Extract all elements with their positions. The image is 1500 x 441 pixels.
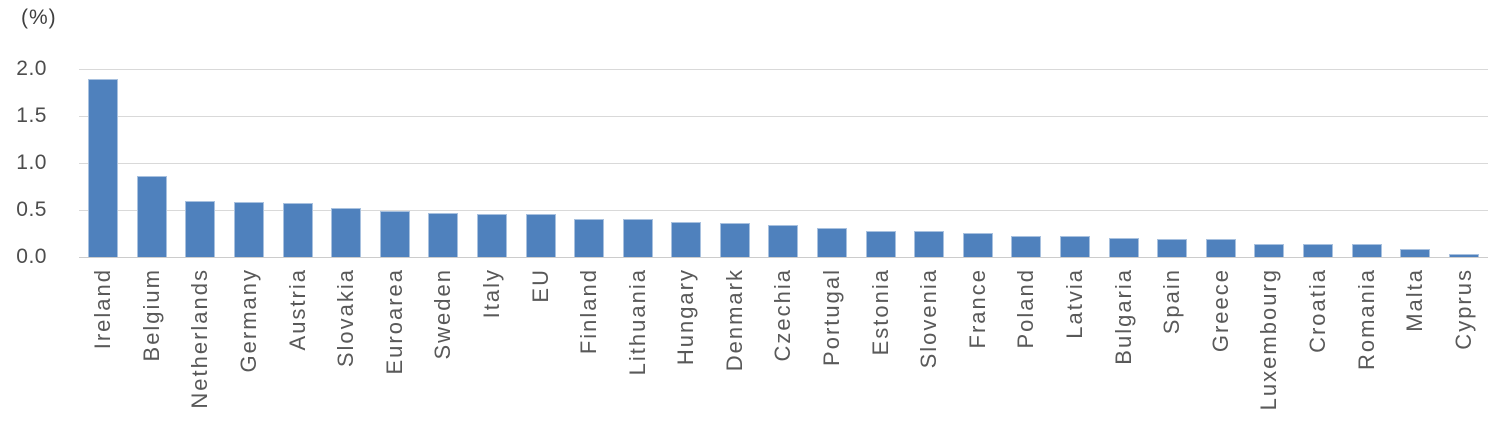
- bar-ireland: [88, 79, 118, 257]
- bar-spain: [1157, 239, 1187, 257]
- bar-portugal: [817, 228, 847, 257]
- gridline-0.5: [79, 210, 1488, 211]
- x-label-germany: Germany: [236, 268, 261, 373]
- bar-croatia: [1303, 244, 1333, 257]
- bar-malta: [1400, 249, 1430, 257]
- gridline-2.0: [79, 69, 1488, 70]
- bar-eu: [526, 214, 556, 257]
- bar-czechia: [768, 225, 798, 257]
- x-label-bulgaria: Bulgaria: [1111, 268, 1136, 365]
- bar-romania: [1352, 244, 1382, 257]
- y-axis-unit-label: (%): [21, 6, 57, 29]
- x-label-slovenia: Slovenia: [916, 268, 941, 369]
- bar-euroarea: [380, 211, 410, 257]
- bar-latvia: [1060, 236, 1090, 257]
- x-label-croatia: Croatia: [1305, 268, 1330, 353]
- bar-austria: [283, 203, 313, 257]
- bar-netherlands: [185, 201, 215, 257]
- y-tick-label-2.0: 2.0: [16, 57, 47, 80]
- bar-slovenia: [914, 231, 944, 257]
- x-label-belgium: Belgium: [139, 268, 164, 362]
- x-label-france: France: [965, 268, 990, 349]
- x-label-malta: Malta: [1402, 268, 1427, 332]
- x-label-lithuania: Lithuania: [625, 268, 650, 376]
- x-label-ireland: Ireland: [90, 268, 115, 350]
- bar-estonia: [866, 231, 896, 257]
- gridline-1.5: [79, 116, 1488, 117]
- bar-finland: [574, 219, 604, 257]
- x-label-finland: Finland: [576, 268, 601, 355]
- bar-bulgaria: [1109, 238, 1139, 257]
- bar-cyprus: [1449, 254, 1479, 257]
- x-label-greece: Greece: [1208, 268, 1233, 353]
- bar-belgium: [137, 176, 167, 257]
- bar-slovakia: [331, 208, 361, 257]
- x-label-spain: Spain: [1159, 268, 1184, 335]
- bar-germany: [234, 202, 264, 257]
- bar-greece: [1206, 239, 1236, 257]
- bar-sweden: [428, 213, 458, 257]
- x-label-austria: Austria: [285, 268, 310, 351]
- x-label-eu: EU: [528, 268, 553, 303]
- bar-denmark: [720, 223, 750, 257]
- x-label-euroarea: Euroarea: [382, 268, 407, 375]
- x-label-cyprus: Cyprus: [1451, 268, 1476, 350]
- x-label-poland: Poland: [1013, 268, 1038, 349]
- bar-hungary: [671, 222, 701, 257]
- y-tick-label-1.0: 1.0: [16, 151, 47, 174]
- x-label-latvia: Latvia: [1062, 268, 1087, 339]
- x-label-czechia: Czechia: [770, 268, 795, 362]
- x-label-netherlands: Netherlands: [187, 268, 212, 409]
- gridline-0.0: [79, 257, 1488, 258]
- x-label-portugal: Portugal: [819, 268, 844, 366]
- x-label-estonia: Estonia: [868, 268, 893, 356]
- bar-lithuania: [623, 219, 653, 257]
- y-tick-label-0.0: 0.0: [16, 245, 47, 268]
- bar-italy: [477, 214, 507, 257]
- gridline-1.0: [79, 163, 1488, 164]
- x-label-sweden: Sweden: [430, 268, 455, 360]
- x-label-slovakia: Slovakia: [333, 268, 358, 368]
- bar-france: [963, 233, 993, 257]
- x-label-romania: Romania: [1354, 268, 1379, 371]
- y-tick-label-0.5: 0.5: [16, 198, 47, 221]
- x-label-luxembourg: Luxembourg: [1256, 268, 1281, 411]
- x-label-italy: Italy: [479, 268, 504, 319]
- x-label-hungary: Hungary: [673, 268, 698, 366]
- bar-poland: [1011, 236, 1041, 257]
- x-label-denmark: Denmark: [722, 268, 747, 372]
- bar-luxembourg: [1254, 244, 1284, 257]
- y-tick-label-1.5: 1.5: [16, 104, 47, 127]
